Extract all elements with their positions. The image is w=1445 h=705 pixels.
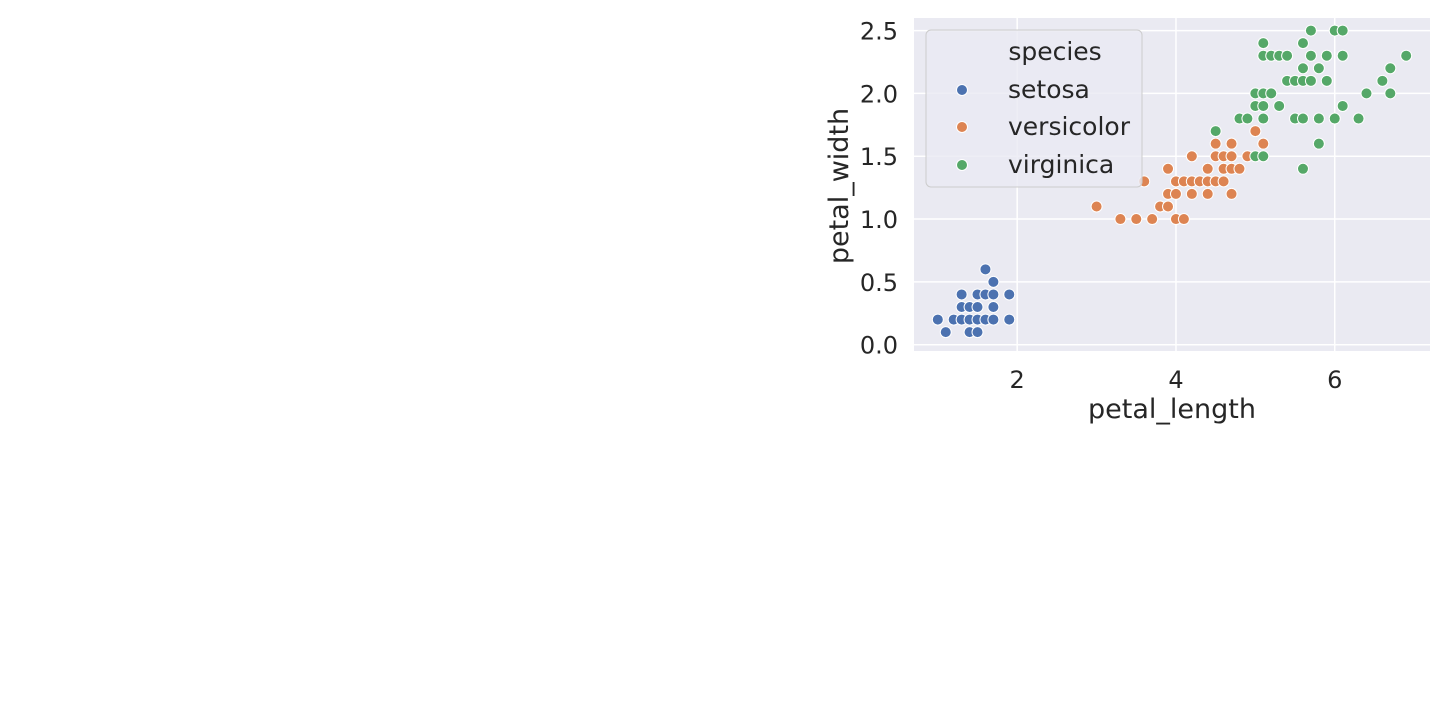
legend-label-versicolor: versicolor (1008, 112, 1131, 141)
data-point-virginica (1320, 49, 1333, 62)
legend-marker-setosa (956, 84, 968, 96)
data-point-virginica (1400, 49, 1413, 62)
data-point-versicolor (1090, 200, 1103, 213)
data-point-versicolor (1257, 137, 1270, 150)
data-point-virginica (1352, 112, 1365, 125)
data-point-virginica (1273, 99, 1286, 112)
data-point-versicolor (1185, 187, 1198, 200)
data-point-virginica (1296, 37, 1309, 50)
data-point-setosa (979, 263, 992, 276)
data-point-virginica (1304, 74, 1317, 87)
data-point-versicolor (1130, 213, 1143, 226)
data-point-virginica (1209, 125, 1222, 138)
data-point-versicolor (1225, 150, 1238, 163)
legend-label-virginica: virginica (1008, 150, 1114, 179)
data-point-virginica (1257, 112, 1270, 125)
y-tick-label: 0.5 (860, 269, 898, 297)
data-point-virginica (1296, 162, 1309, 175)
data-point-virginica (1384, 87, 1397, 100)
tick-labels: 2 4 6 0.0 0.5 1.0 1.5 2.0 2.5 (860, 18, 1343, 394)
data-point-virginica (1384, 62, 1397, 75)
data-point-virginica (1320, 74, 1333, 87)
data-point-setosa (1003, 288, 1016, 301)
data-point-versicolor (1201, 162, 1214, 175)
data-point-setosa (931, 313, 944, 326)
data-point-virginica (1304, 49, 1317, 62)
data-point-versicolor (1225, 137, 1238, 150)
data-point-virginica (1312, 137, 1325, 150)
data-point-virginica (1304, 24, 1317, 37)
data-point-versicolor (1217, 175, 1230, 188)
data-point-virginica (1360, 87, 1373, 100)
legend-marker-versicolor (956, 121, 968, 133)
data-point-versicolor (1146, 213, 1159, 226)
legend-label-setosa: setosa (1008, 75, 1090, 104)
data-point-virginica (1336, 99, 1349, 112)
data-point-virginica (1257, 99, 1270, 112)
data-point-virginica (1296, 112, 1309, 125)
x-axis-label: petal_length (1088, 394, 1256, 425)
x-tick-label: 6 (1327, 366, 1342, 394)
data-point-versicolor (1225, 187, 1238, 200)
data-point-versicolor (1185, 150, 1198, 163)
data-point-setosa (971, 301, 984, 314)
data-point-virginica (1257, 150, 1270, 163)
data-point-virginica (1328, 112, 1341, 125)
legend-marker-virginica (956, 159, 968, 171)
y-axis-label: petal_width (824, 108, 855, 264)
data-point-setosa (955, 288, 968, 301)
data-point-setosa (1003, 313, 1016, 326)
y-tick-label: 1.0 (860, 206, 898, 234)
data-point-versicolor (1162, 200, 1175, 213)
data-point-versicolor (1233, 162, 1246, 175)
data-point-setosa (939, 326, 952, 339)
data-point-versicolor (1169, 187, 1182, 200)
data-point-virginica (1376, 74, 1389, 87)
data-point-versicolor (1162, 162, 1175, 175)
data-point-virginica (1296, 62, 1309, 75)
legend: species setosa versicolor virginica (925, 29, 1143, 188)
data-point-virginica (1265, 87, 1278, 100)
data-point-versicolor (1209, 137, 1222, 150)
y-tick-label: 0.0 (860, 332, 898, 360)
data-point-setosa (987, 313, 1000, 326)
data-point-virginica (1312, 62, 1325, 75)
data-point-setosa (987, 301, 1000, 314)
y-tick-label: 2.5 (860, 18, 898, 46)
data-point-versicolor (1177, 213, 1190, 226)
x-tick-label: 4 (1168, 366, 1183, 394)
data-point-virginica (1336, 49, 1349, 62)
x-tick-label: 2 (1010, 366, 1025, 394)
data-point-versicolor (1114, 213, 1127, 226)
data-point-setosa (987, 288, 1000, 301)
data-point-setosa (987, 275, 1000, 288)
data-points (931, 24, 1413, 339)
legend-box (925, 29, 1143, 188)
y-tick-label: 1.5 (860, 143, 898, 171)
data-point-virginica (1257, 37, 1270, 50)
data-point-versicolor (1201, 187, 1214, 200)
y-tick-label: 2.0 (860, 80, 898, 108)
data-point-setosa (971, 326, 984, 339)
data-point-virginica (1281, 49, 1294, 62)
legend-title: species (1008, 37, 1101, 66)
data-point-virginica (1336, 24, 1349, 37)
data-point-versicolor (1249, 125, 1262, 138)
data-point-virginica (1312, 112, 1325, 125)
data-point-virginica (1241, 112, 1254, 125)
